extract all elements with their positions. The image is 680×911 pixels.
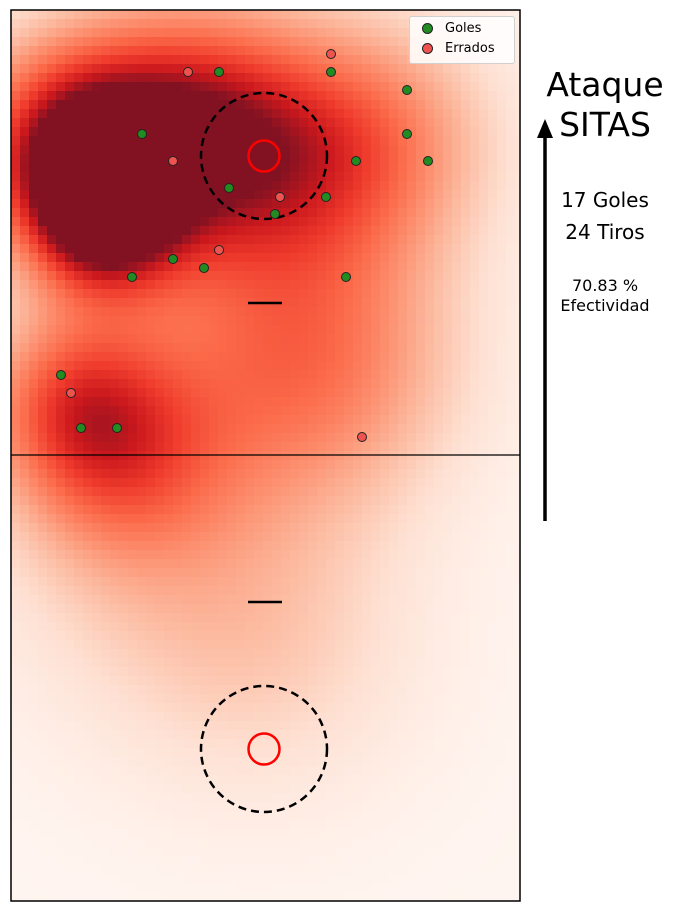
density-heatmap bbox=[11, 10, 520, 901]
goal-shot-marker bbox=[214, 67, 224, 77]
efficiency-label: Efectividad bbox=[560, 296, 650, 315]
legend-item-goals: Goles bbox=[422, 21, 481, 36]
goal-shot-marker bbox=[326, 67, 336, 77]
goal-shot-marker bbox=[270, 209, 280, 219]
legend-item-misses: Errados bbox=[422, 41, 495, 56]
shots-count: 24 Tiros bbox=[565, 220, 645, 244]
missed-shot-marker bbox=[326, 49, 336, 59]
goal-shot-marker bbox=[224, 183, 234, 193]
chart-title-line2: SITAS bbox=[559, 105, 651, 144]
goal-shot-marker bbox=[76, 423, 86, 433]
goal-shot-marker bbox=[56, 370, 66, 380]
attack-direction-arrow bbox=[537, 119, 553, 521]
efficiency-percent: 70.83 % bbox=[571, 276, 639, 295]
missed-shot-marker bbox=[66, 388, 76, 398]
bottom-goal bbox=[247, 732, 281, 766]
missed-shot-marker bbox=[357, 432, 367, 442]
goal-shot-marker bbox=[199, 263, 209, 273]
chart-title-line1: Ataque bbox=[546, 65, 664, 104]
missed-shot-marker bbox=[168, 156, 178, 166]
missed-shot-marker bbox=[183, 67, 193, 77]
shot-markers bbox=[56, 49, 433, 442]
goal-shot-marker bbox=[127, 272, 137, 282]
goal-shot-marker bbox=[321, 192, 331, 202]
missed-shot-marker bbox=[275, 192, 285, 202]
goal-shot-marker bbox=[137, 129, 147, 139]
legend: Goles Errados bbox=[409, 16, 515, 64]
goal-shot-marker bbox=[423, 156, 433, 166]
goal-shot-marker bbox=[351, 156, 361, 166]
top-goal-area bbox=[199, 91, 329, 221]
goals-count: 17 Goles bbox=[561, 188, 649, 212]
bottom-goal-area bbox=[199, 684, 329, 814]
top-goal bbox=[247, 139, 281, 173]
goal-shot-marker bbox=[112, 423, 122, 433]
goal-shot-marker bbox=[168, 254, 178, 264]
rink-court bbox=[10, 9, 521, 902]
legend-marker-misses bbox=[422, 43, 433, 54]
court-border bbox=[10, 9, 521, 902]
missed-shot-marker bbox=[214, 245, 224, 255]
legend-label-goals: Goles bbox=[445, 21, 482, 36]
legend-marker-goals bbox=[422, 23, 433, 34]
legend-label-misses: Errados bbox=[445, 41, 495, 56]
goal-shot-marker bbox=[402, 85, 412, 95]
goal-shot-marker bbox=[341, 272, 351, 282]
goal-shot-marker bbox=[402, 129, 412, 139]
